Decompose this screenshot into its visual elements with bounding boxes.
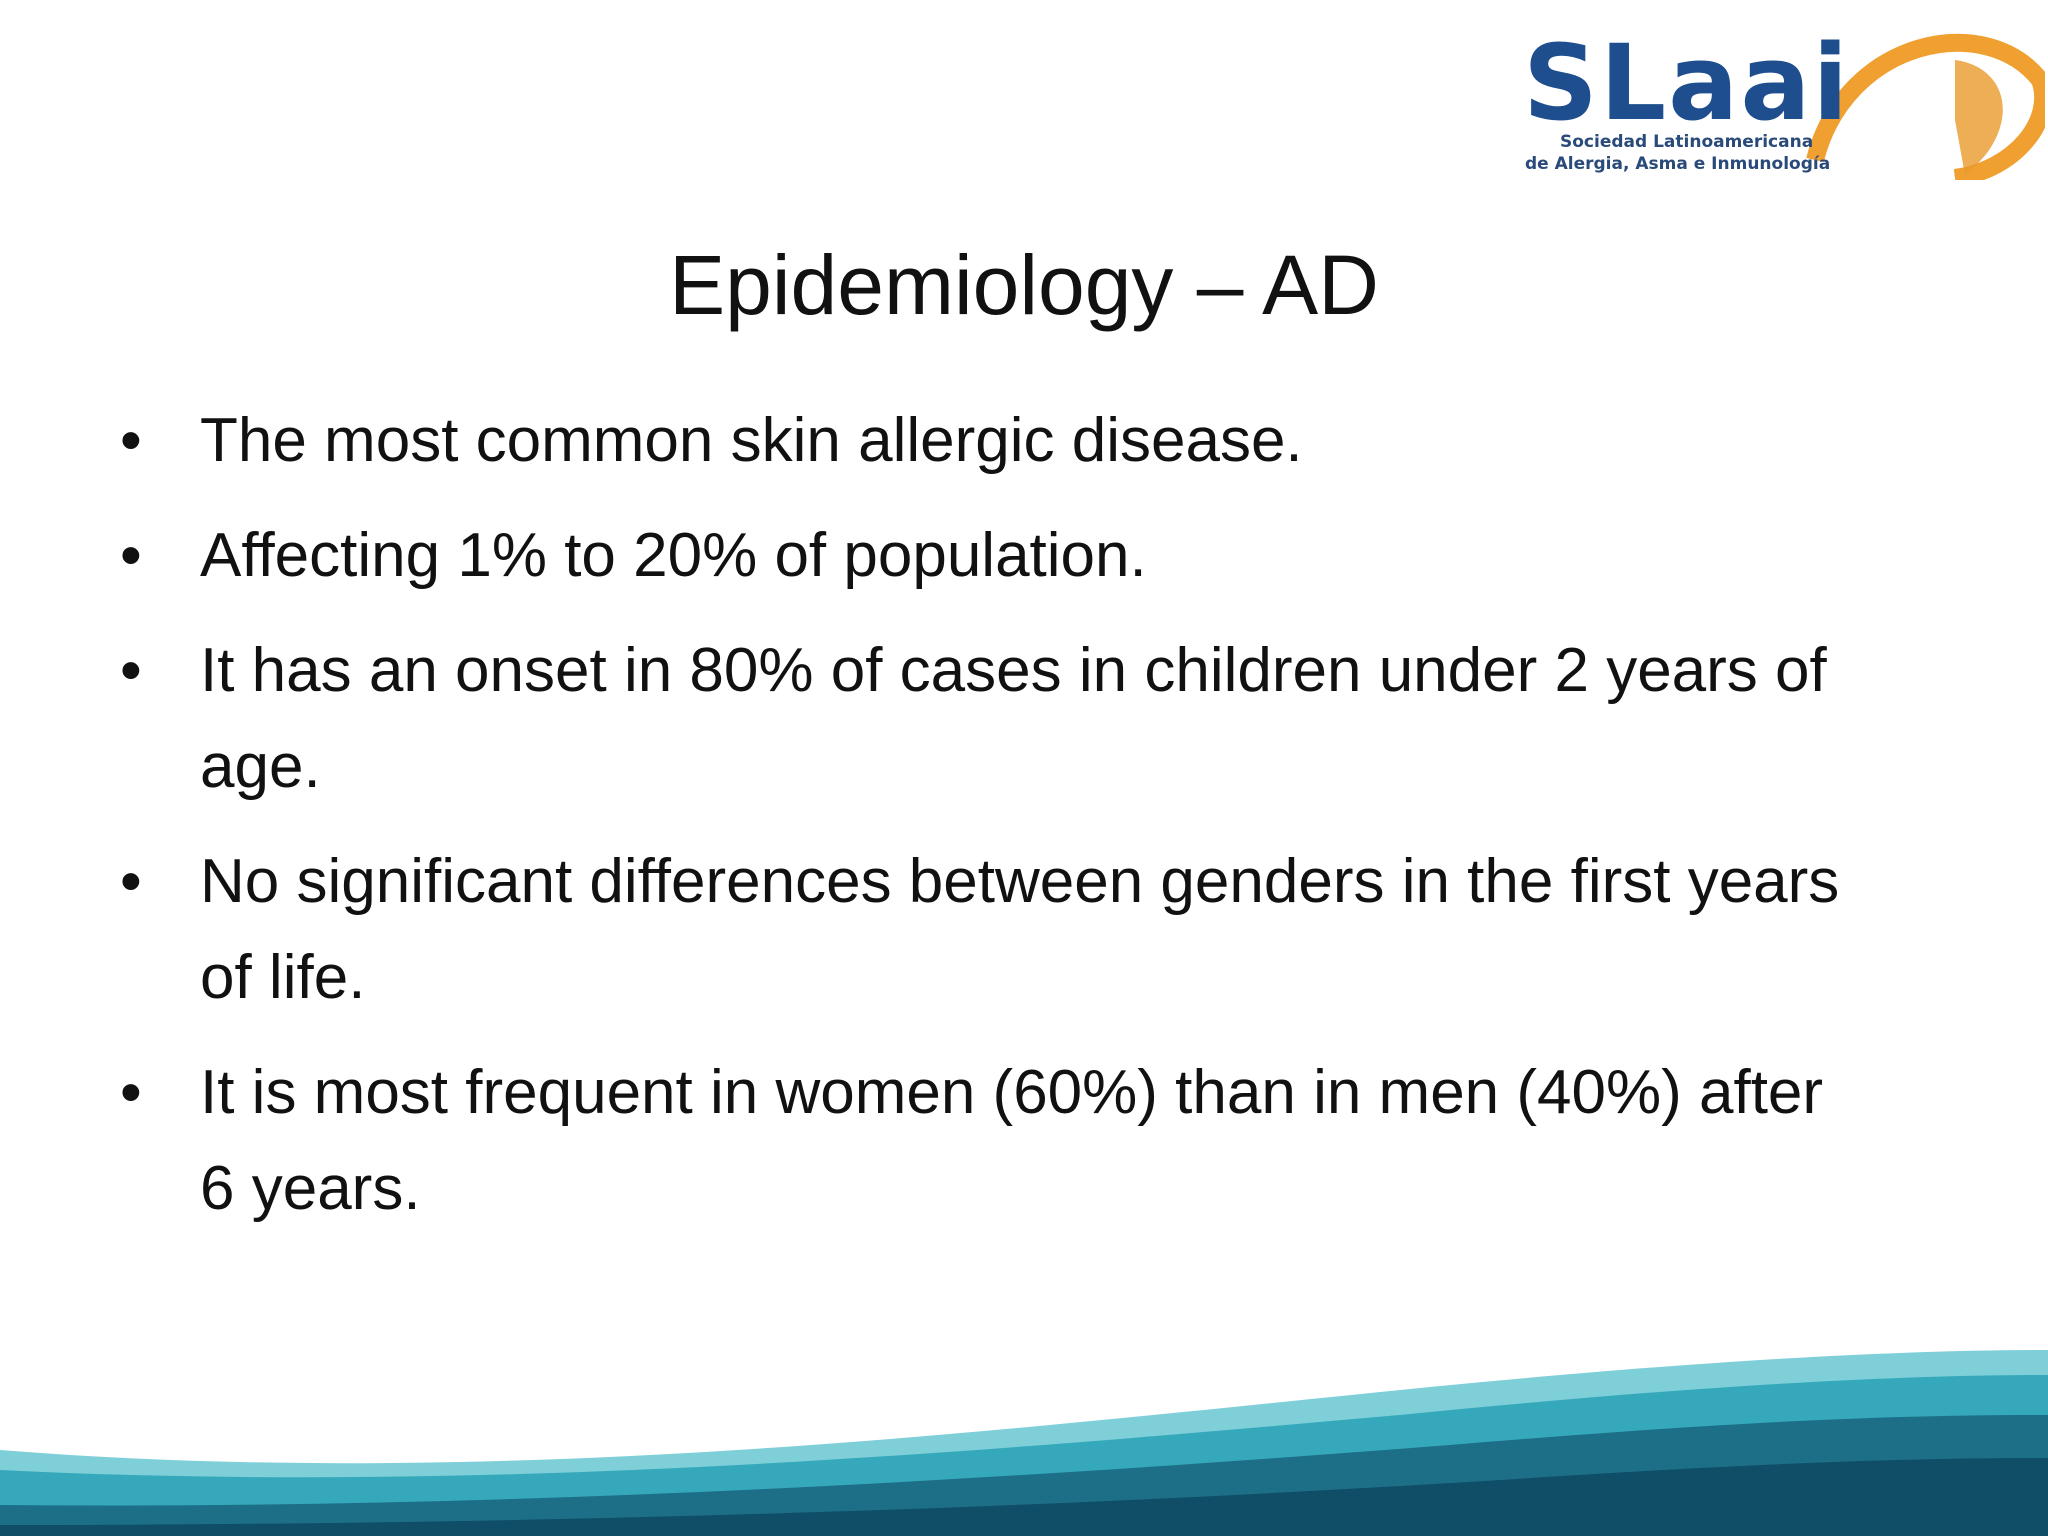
logo-name: SLaai	[1523, 22, 1851, 144]
bullet-item: Affecting 1% to 20% of population.	[120, 508, 1840, 604]
bullet-item: No significant differences between gende…	[120, 834, 1840, 1026]
wave-deep	[0, 1458, 2048, 1536]
logo-continent	[1955, 60, 2003, 175]
bullet-item: It is most frequent in women (60%) than …	[120, 1045, 1840, 1237]
slide-title: Epidemiology – AD	[669, 238, 1379, 332]
bottom-wave	[0, 1350, 2048, 1536]
logo-subtitle: de Alergia, Asma e Inmunología	[1525, 154, 1831, 174]
bullet-item: The most common skin allergic disease.	[120, 393, 1840, 489]
bullet-item: It has an onset in 80% of cases in child…	[120, 623, 1840, 815]
bullet-list: The most common skin allergic disease. Af…	[120, 393, 1840, 1256]
logo-arc	[1806, 33, 2045, 180]
logo-globe	[1806, 33, 2045, 180]
logo: SLaai Sociedad Latinoamericana de Alergi…	[1515, 20, 2045, 180]
logo-subtitle: Sociedad Latinoamericana	[1560, 132, 1814, 152]
